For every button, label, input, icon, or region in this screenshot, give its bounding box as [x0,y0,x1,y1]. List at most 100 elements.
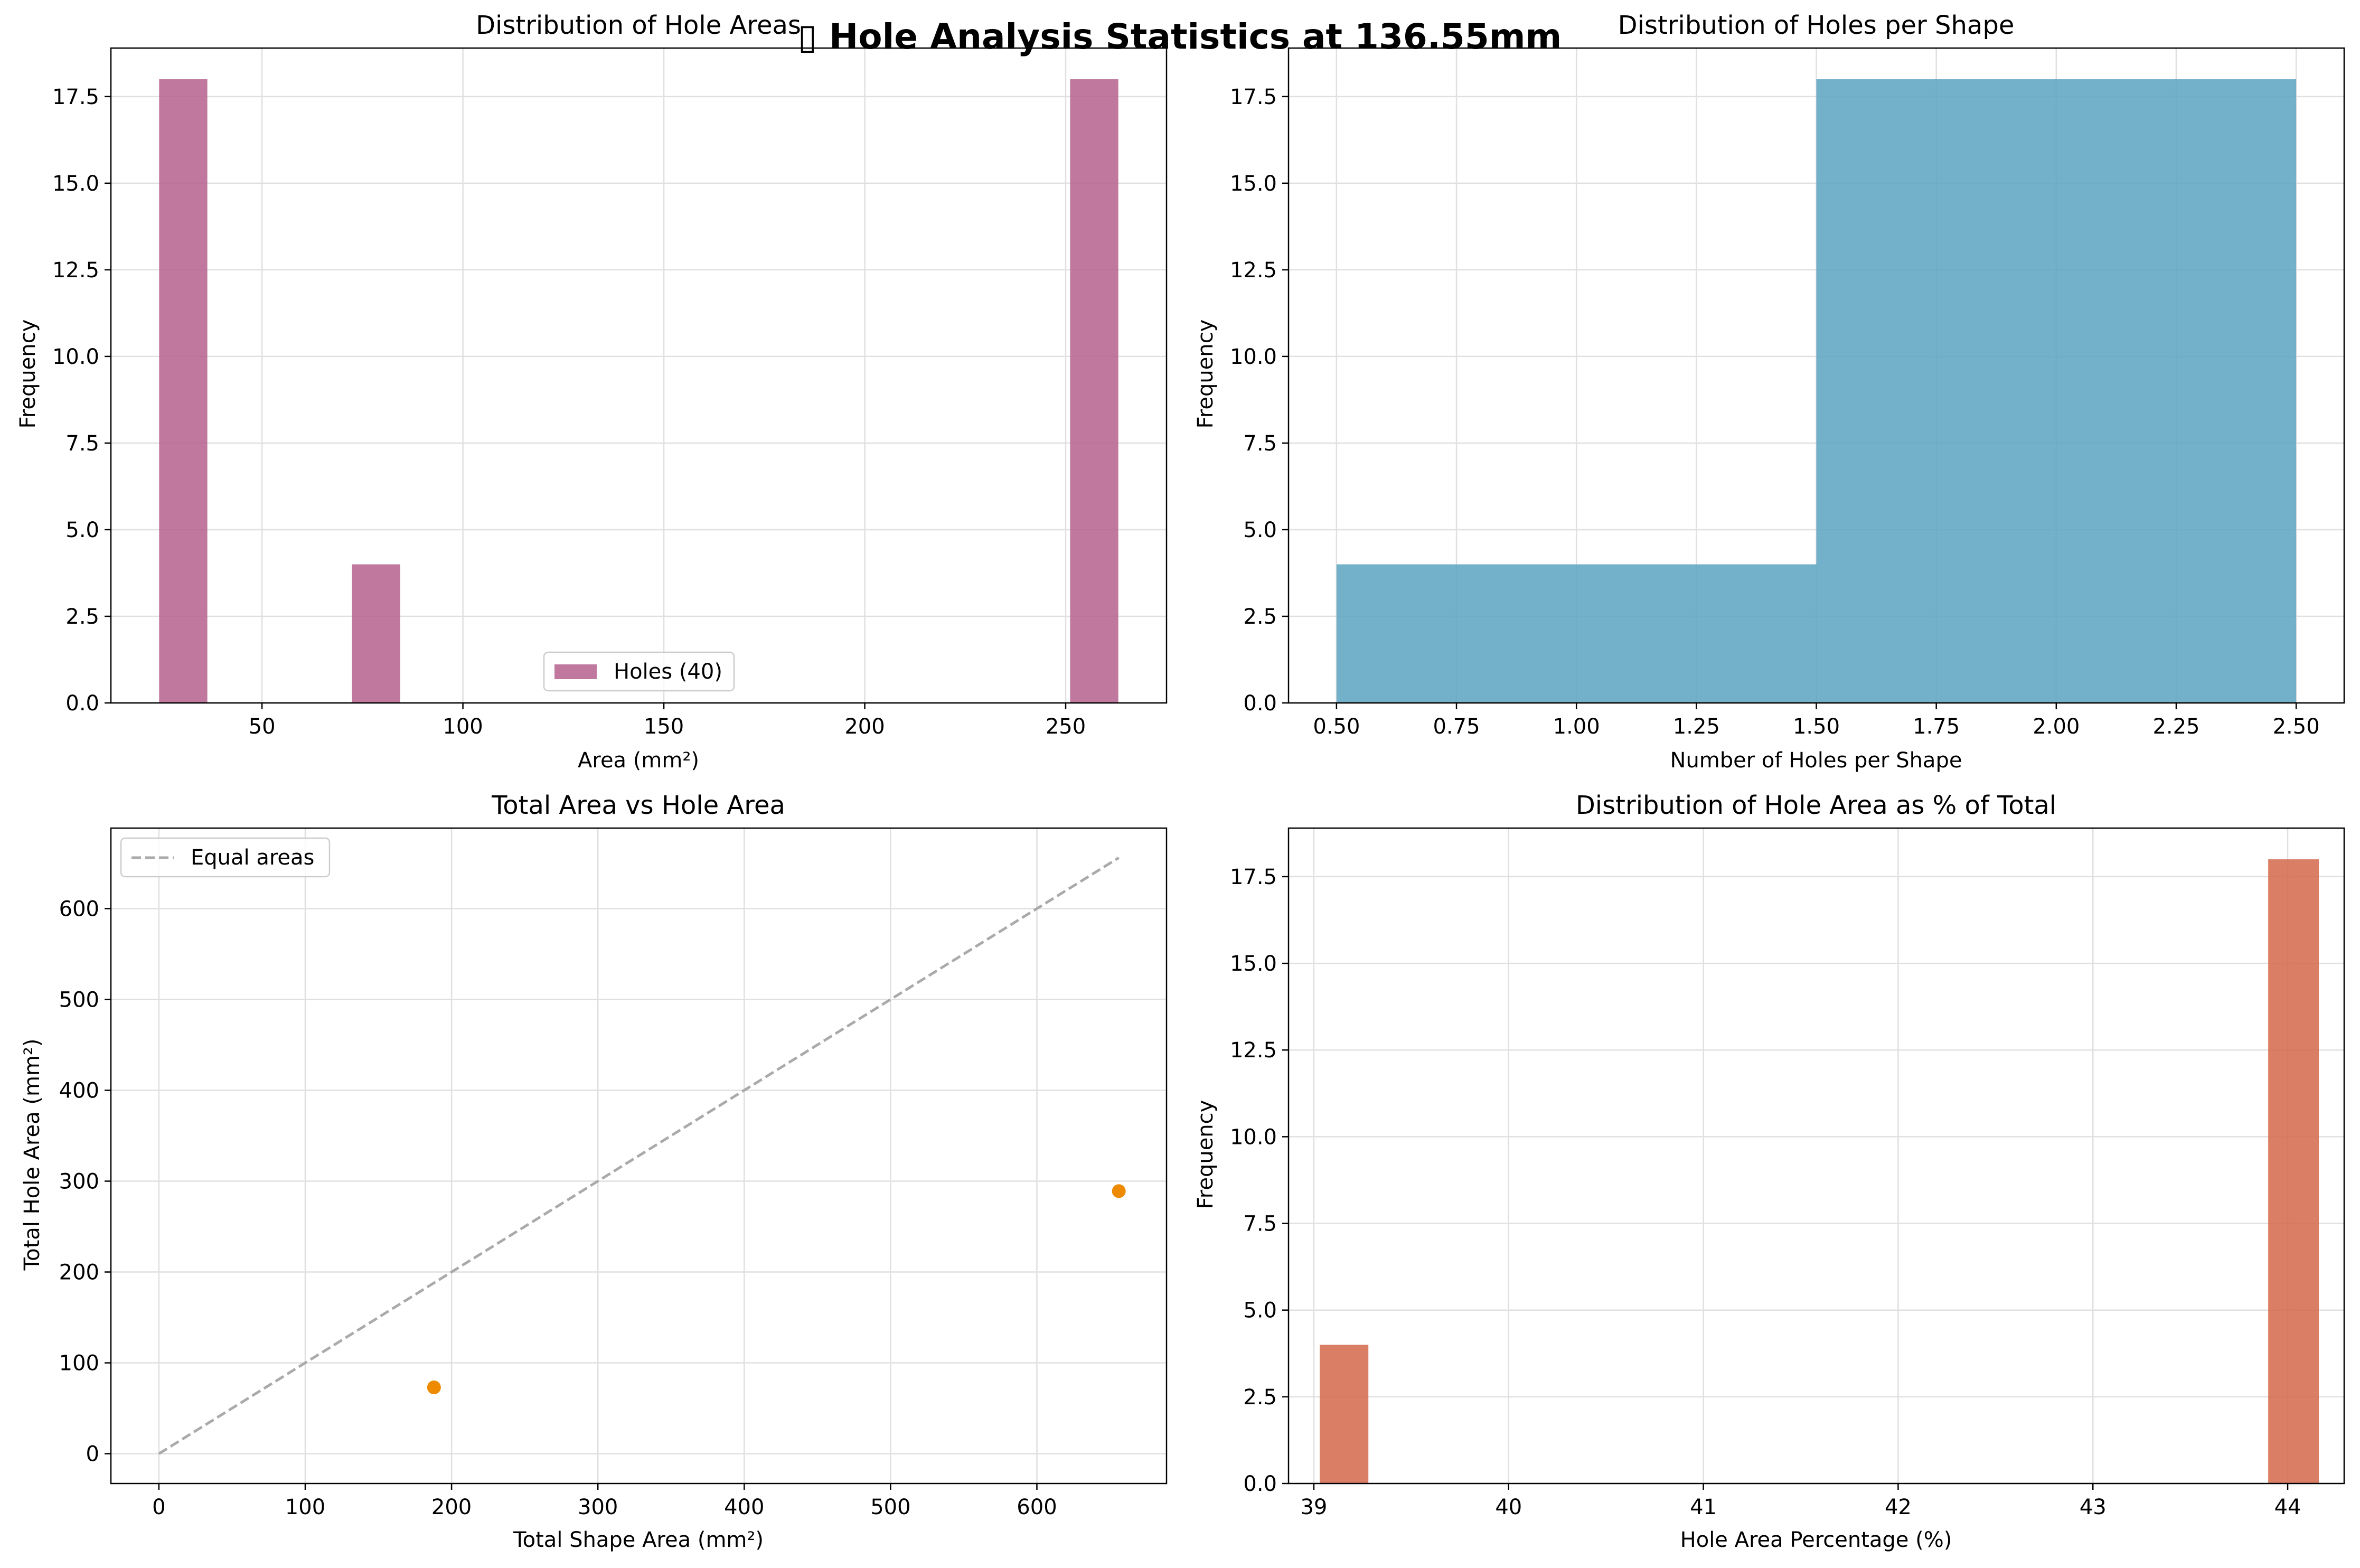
total-vs-hole-area-marks [158,856,1126,1455]
total-vs-hole-area-gridlines [111,828,1167,1484]
hole-area-histogram-panel: Distribution of Hole Areas Area (mm²) Fr… [16,11,1168,773]
hole-area-percentage-x-tick-label: 40 [1495,1495,1522,1519]
hole-area-percentage-x-tick-label: 41 [1690,1495,1717,1519]
holes-per-shape-title: Distribution of Holes per Shape [1618,11,2015,40]
holes-per-shape-x-tick-label: 1.00 [1553,715,1600,739]
scatter-point [1112,1184,1126,1198]
holes-per-shape-marks [1336,79,2297,703]
hole-area-percentage-title: Distribution of Hole Area as % of Total [1576,791,2056,820]
total-vs-hole-area-ticks: 0 100 200 300 400 500 600 0 100 200 300 400 500 600 [59,897,1057,1519]
holes-per-shape-y-tick-label: 17.5 [1230,85,1277,109]
holes-per-shape-x-axis-label: Number of Holes per Shape [1670,748,1962,773]
hole-area-percentage-ticks: 39 40 41 42 43 44 0.0 2.5 5.0 7.5 10.0 12.5 15.0 17.5 [1230,865,2301,1519]
holes-per-shape-y-tick-label: 10.0 [1230,345,1277,369]
hole-area-x-tick-label: 200 [844,715,885,739]
scatter-legend: Equal areas [120,837,331,878]
total-vs-hole-area-x-tick-label: 300 [578,1495,618,1519]
total-vs-hole-area-y-tick-label: 600 [59,897,99,921]
holes-per-shape-x-tick-label: 2.50 [2273,715,2320,739]
hole-area-percentage-marks [1320,859,2319,1484]
equal-areas-reference-line [158,856,1120,1455]
hole-area-percentage-y-tick-label: 0.0 [1243,1472,1277,1496]
legend-label: Holes (40) [614,660,722,684]
hole-area-percentage-histogram-panel: Distribution of Hole Area as % of Total … [1193,791,2345,1552]
scatter-point [427,1380,441,1394]
hole-area-percentage-x-tick-label: 42 [1885,1495,1912,1519]
hole-area-y-tick-label: 12.5 [52,258,99,283]
holes-per-shape-x-tick-label: 1.50 [1793,715,1840,739]
holes-per-shape-y-tick-label: 2.5 [1243,605,1277,629]
holes-per-shape-axes-frame [1287,47,2345,704]
hole-area-percentage-histogram-bar [1320,1345,1369,1484]
hole-area-histogram-title: Distribution of Hole Areas [476,11,801,40]
legend-swatch [554,664,597,679]
holes-per-shape-x-tick-label: 1.25 [1673,715,1720,739]
hole-area-percentage-y-tick-label: 17.5 [1230,865,1277,889]
hole-area-x-axis-label: Area (mm²) [578,748,699,773]
holes-per-shape-y-tick-label: 12.5 [1230,258,1277,283]
holes-per-shape-histogram-panel: Distribution of Holes per Shape Number o… [1193,11,2345,773]
hole-area-y-tick-label: 15.0 [52,172,99,196]
holes-per-shape-x-tick-label: 2.00 [2033,715,2080,739]
hole-area-axes-frame [110,47,1168,704]
holes-per-shape-x-tick-label: 0.75 [1433,715,1480,739]
hole-area-x-tick-label: 50 [249,715,276,739]
total-shape-area-x-axis-label: Total Shape Area (mm²) [513,1528,764,1552]
total-vs-hole-area-x-tick-label: 400 [724,1495,764,1519]
hole-area-percentage-x-tick-label: 43 [2080,1495,2107,1519]
hole-area-x-tick-label: 250 [1046,715,1086,739]
legend-frame [543,651,735,692]
total-vs-hole-area-y-tick-label: 400 [59,1078,99,1103]
hole-area-y-tick-label: 5.0 [65,518,99,542]
hole-area-histogram-bar [1070,79,1118,703]
hole-area-percentage-axes-frame [1287,827,2345,1485]
holes-per-shape-y-tick-label: 5.0 [1243,518,1277,542]
hole-area-marks [159,79,1118,703]
total-vs-hole-area-x-tick-label: 500 [870,1495,910,1519]
total-vs-hole-area-y-tick-label: 300 [59,1169,99,1194]
total-vs-hole-area-scatter-panel: Total Area vs Hole Area Total Shape Area… [20,791,1168,1552]
hole-area-percentage-y-tick-label: 15.0 [1230,952,1277,976]
hole-area-y-tick-label: 2.5 [65,605,99,629]
legend-label: Equal areas [191,846,314,870]
total-vs-hole-area-x-tick-label: 200 [431,1495,472,1519]
hole-area-y-tick-label: 10.0 [52,345,99,369]
hole-area-y-tick-label: 7.5 [65,431,99,456]
holes-per-shape-x-tick-label: 2.25 [2152,715,2199,739]
holes-per-shape-x-tick-label: 0.50 [1313,715,1360,739]
total-vs-hole-area-y-tick-label: 0 [86,1442,99,1467]
total-vs-hole-area-y-tick-label: 200 [59,1261,99,1285]
holes-per-shape-y-tick-label: 0.0 [1243,691,1277,716]
hole-area-percentage-x-tick-label: 39 [1300,1495,1327,1519]
total-vs-hole-area-title: Total Area vs Hole Area [491,791,785,820]
holes-per-shape-histogram-bar [1816,79,2297,703]
hole-area-percentage-x-axis-label: Hole Area Percentage (%) [1680,1528,1952,1552]
legend-frame [120,837,331,878]
holes-per-shape-ticks: 0.50 0.75 1.00 1.25 1.50 1.75 2.00 2.25 2.50 0.0 2… [1230,85,2320,739]
total-vs-hole-area-axes-frame [110,827,1168,1485]
hole-area-percentage-y-axis-label: Frequency [1193,1100,1218,1209]
holes-per-shape-y-tick-label: 7.5 [1243,431,1277,456]
holes-per-shape-x-tick-label: 1.75 [1913,715,1960,739]
hole-area-percentage-x-tick-label: 44 [2274,1495,2301,1519]
hole-area-percentage-y-tick-label: 10.0 [1230,1125,1277,1149]
total-vs-hole-area-y-tick-label: 100 [59,1351,99,1376]
holes-per-shape-y-axis-label: Frequency [1193,320,1218,429]
hole-area-x-tick-label: 100 [443,715,483,739]
total-vs-hole-area-y-tick-label: 500 [59,988,99,1012]
hole-area-percentage-y-tick-label: 12.5 [1230,1038,1277,1063]
hole-area-histogram-bar [352,564,400,703]
total-vs-hole-area-x-tick-label: 0 [152,1495,165,1519]
hole-area-x-tick-label: 150 [644,715,684,739]
hole-area-percentage-y-tick-label: 2.5 [1243,1385,1277,1410]
holes-per-shape-histogram-bar [1336,564,1817,703]
hole-area-percentage-histogram-bar [2268,859,2319,1484]
holes-per-shape-y-tick-label: 15.0 [1230,172,1277,196]
total-vs-hole-area-x-tick-label: 600 [1017,1495,1057,1519]
total-vs-hole-area-x-tick-label: 100 [285,1495,325,1519]
hole-area-ticks: 50 100 150 200 250 0.0 2.5 5.0 7.5 10.0 12.5 15.0 17… [52,85,1086,739]
figure-suptitle: ▯ Hole Analysis Statistics at 136.55mm [798,16,1562,57]
total-hole-area-y-axis-label: Total Hole Area (mm²) [20,1038,44,1271]
hole-area-y-axis-label: Frequency [16,320,40,429]
